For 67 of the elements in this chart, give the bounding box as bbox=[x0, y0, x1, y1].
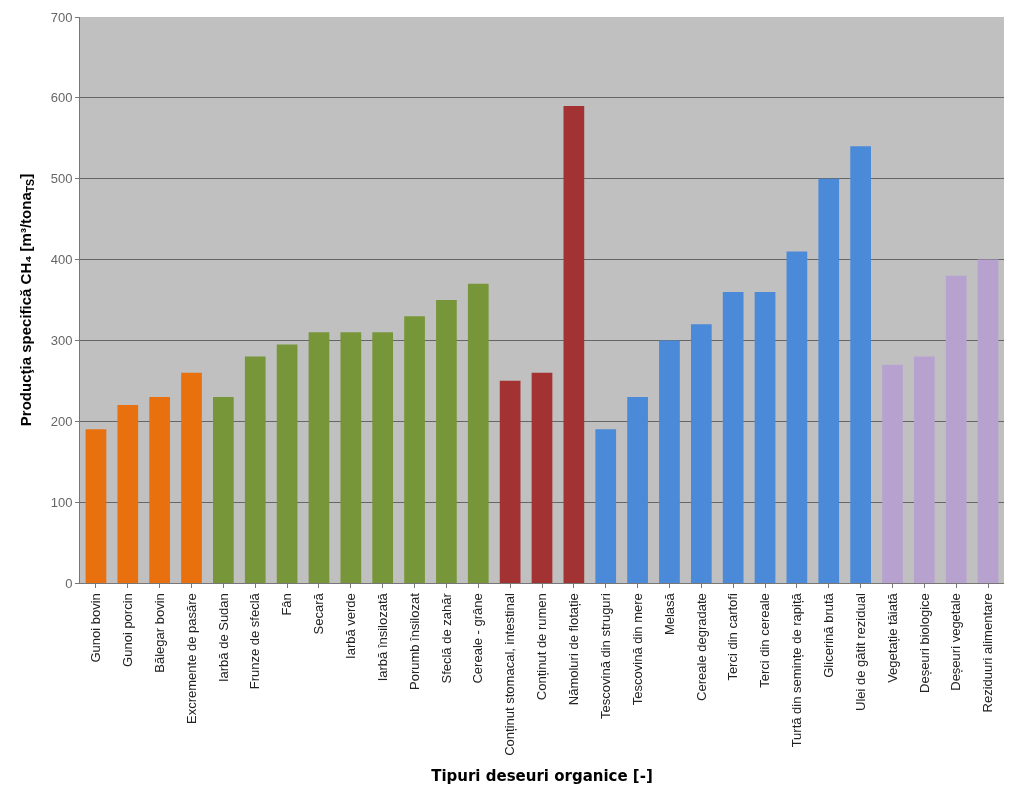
x-tick-label: Nămoluri de flotație bbox=[566, 593, 582, 706]
bar bbox=[754, 291, 776, 583]
bar bbox=[531, 372, 553, 583]
bar bbox=[563, 105, 585, 583]
bar bbox=[372, 332, 394, 583]
x-tick-label: Sfeclă de zahăr bbox=[438, 592, 454, 684]
bar bbox=[467, 283, 489, 583]
x-tick-label: Frunze de sfeclă bbox=[247, 592, 263, 690]
bar bbox=[627, 397, 648, 583]
x-tick-label: Turtă din semințe de rapiță bbox=[789, 592, 805, 748]
y-tick-label: 0 bbox=[65, 575, 73, 591]
bar bbox=[117, 405, 139, 583]
bar bbox=[436, 300, 457, 583]
x-tick-label: Cereale - grâne bbox=[470, 593, 486, 684]
x-tick-label: Fân bbox=[279, 593, 295, 616]
bar bbox=[85, 429, 107, 583]
bar bbox=[945, 275, 967, 583]
bar bbox=[786, 251, 808, 583]
x-tick-label: Iarbă de Sudan bbox=[215, 593, 231, 683]
x-tick-label: Terci din cereale bbox=[757, 593, 773, 688]
x-tick-label: Conținut stomacal, intestinal bbox=[502, 593, 518, 756]
bar bbox=[818, 178, 840, 583]
x-tick-label: Vegetație tăiată bbox=[884, 592, 900, 683]
x-tick-label: Terci din cartofi bbox=[725, 593, 741, 681]
bar bbox=[499, 380, 521, 583]
x-tick-label: Deșeuri vegetale bbox=[948, 593, 964, 691]
x-tick-label: Iarbă verde bbox=[343, 593, 359, 659]
y-tick-label: 100 bbox=[50, 494, 73, 510]
x-tick-label: Porumb însilozat bbox=[406, 592, 422, 691]
bar bbox=[882, 364, 903, 583]
y-tick-label: 600 bbox=[50, 90, 73, 106]
bar bbox=[659, 340, 680, 583]
bar bbox=[213, 397, 234, 583]
bar bbox=[690, 324, 712, 583]
y-tick-label: 700 bbox=[50, 9, 73, 25]
x-tick-label: Secară bbox=[311, 592, 327, 635]
y-tick-label: 300 bbox=[50, 332, 73, 348]
x-tick-label: Deșeuri biologice bbox=[916, 593, 932, 693]
bar bbox=[977, 259, 999, 583]
x-tick-label: Tescovină din mere bbox=[629, 593, 645, 706]
bar bbox=[276, 344, 298, 583]
bar bbox=[850, 146, 871, 583]
bar bbox=[595, 429, 617, 583]
x-tick-label: Bălegar bovin bbox=[151, 593, 167, 673]
x-tick-label: Gunoi porcin bbox=[120, 593, 136, 667]
x-tick-label: Cereale degradate bbox=[693, 593, 709, 701]
x-tick-label: Glicerină brută bbox=[820, 592, 836, 678]
y-tick-label: 500 bbox=[50, 171, 73, 187]
x-tick-label: Melasă bbox=[661, 592, 677, 636]
x-tick-label: Ulei de gătit rezidual bbox=[852, 593, 868, 711]
bar bbox=[340, 332, 362, 583]
bar bbox=[913, 356, 935, 583]
x-tick-label: Excremente de pasăre bbox=[183, 593, 199, 724]
bar bbox=[181, 372, 202, 583]
x-tick-label: Gunoi bovin bbox=[88, 593, 104, 663]
x-axis-title: Tipuri deseuri organice [-] bbox=[431, 766, 653, 785]
x-tick-label: Iarbă însilozată bbox=[374, 592, 390, 682]
x-tick-label: Tescovină din struguri bbox=[597, 593, 613, 719]
bar bbox=[404, 316, 425, 583]
y-tick-label: 200 bbox=[50, 413, 73, 429]
x-tick-label: Conținut de rumen bbox=[534, 593, 550, 701]
bar bbox=[244, 356, 266, 583]
x-tick-label: Reziduuri alimentare bbox=[980, 593, 996, 713]
bar bbox=[308, 332, 330, 583]
y-tick-label: 400 bbox=[50, 252, 73, 268]
bar bbox=[722, 291, 744, 583]
bar bbox=[149, 397, 171, 583]
